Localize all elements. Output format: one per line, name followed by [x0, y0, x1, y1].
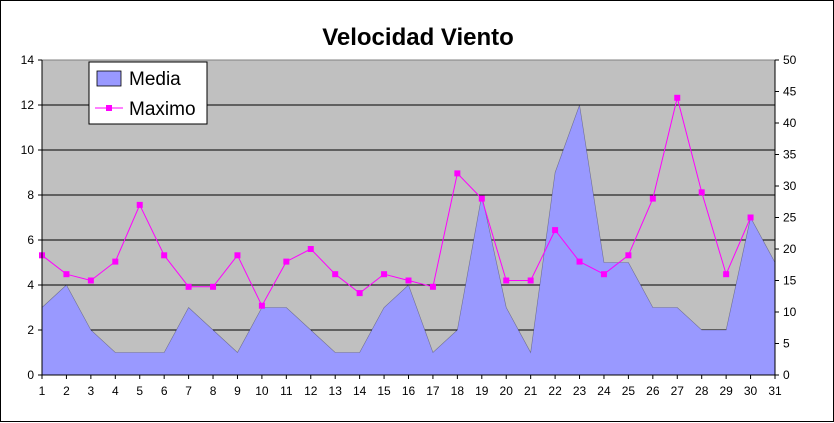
legend-label-media: Media: [129, 69, 181, 90]
data-point-maximo: [429, 283, 436, 290]
x-tick-label: 13: [329, 384, 343, 398]
x-tick-label: 27: [671, 384, 685, 398]
data-point-maximo: [112, 258, 119, 265]
x-tick-label: 8: [210, 384, 217, 398]
legend: Media Maximo: [88, 61, 208, 125]
y-right-tick-label: 45: [783, 85, 797, 99]
data-point-maximo: [161, 252, 168, 259]
y-right-tick-label: 15: [783, 274, 797, 288]
x-tick-label: 22: [548, 384, 562, 398]
data-point-maximo: [576, 258, 583, 265]
x-tick-label: 20: [500, 384, 514, 398]
x-tick-label: 3: [88, 384, 95, 398]
data-point-maximo: [503, 277, 510, 284]
y-left-tick-label: 8: [27, 188, 34, 202]
x-tick-label: 5: [136, 384, 143, 398]
data-point-maximo: [674, 94, 681, 101]
y-right-tick-label: 30: [783, 179, 797, 193]
x-tick-label: 2: [63, 384, 70, 398]
x-tick-label: 24: [597, 384, 611, 398]
x-tick-label: 15: [377, 384, 391, 398]
data-point-maximo: [478, 195, 485, 202]
data-point-maximo: [527, 277, 534, 284]
series-media-area: [42, 105, 775, 375]
x-tick-label: 26: [646, 384, 660, 398]
x-tick-label: 19: [475, 384, 489, 398]
data-point-maximo: [381, 271, 388, 278]
y-left-tick-label: 2: [27, 323, 34, 337]
series-maximo-line: [41, 97, 752, 307]
data-point-maximo: [258, 302, 265, 309]
y-right-tick-label: 35: [783, 148, 797, 162]
data-point-maximo: [405, 277, 412, 284]
data-point-maximo: [87, 277, 94, 284]
y-left-tick-label: 0: [27, 368, 34, 382]
data-point-maximo: [698, 189, 705, 196]
data-point-maximo: [723, 271, 730, 278]
data-point-maximo: [552, 227, 559, 234]
data-point-maximo: [63, 271, 70, 278]
x-tick-label: 29: [719, 384, 733, 398]
x-tick-label: 31: [768, 384, 782, 398]
y-left-tick-label: 12: [21, 98, 35, 112]
x-tick-label: 17: [426, 384, 440, 398]
x-tick-label: 11: [280, 384, 293, 398]
chart-title: Velocidad Viento: [322, 24, 514, 51]
series-media-edge: [41, 104, 776, 354]
y-left-tick-label: 6: [27, 233, 34, 247]
data-point-maximo: [234, 252, 241, 259]
y-right-tick-label: 5: [783, 337, 790, 351]
x-tick-label: 12: [304, 384, 318, 398]
x-tick-label: 30: [744, 384, 758, 398]
y-right-tick-label: 50: [783, 53, 797, 67]
x-tick-label: 14: [353, 384, 367, 398]
y-right-tick-label: 20: [783, 242, 797, 256]
data-point-maximo: [454, 170, 461, 177]
data-point-maximo: [185, 283, 192, 290]
data-point-maximo: [307, 246, 314, 252]
data-point-maximo: [649, 195, 656, 202]
x-tick-label: 7: [185, 384, 192, 398]
y-right-tick-label: 0: [783, 368, 790, 382]
data-point-maximo: [283, 258, 290, 265]
x-tick-label: 1: [39, 384, 46, 398]
data-point-maximo: [332, 271, 339, 278]
legend-swatch-media: [96, 70, 122, 87]
y-left-tick-label: 4: [27, 278, 34, 292]
x-tick-label: 6: [161, 384, 168, 398]
x-tick-label: 21: [524, 384, 538, 398]
y-right-tick-label: 25: [783, 211, 797, 225]
x-tick-label: 18: [451, 384, 465, 398]
y-left-tick-label: 14: [21, 53, 35, 67]
x-tick-label: 10: [255, 384, 269, 398]
data-point-maximo: [356, 290, 363, 297]
x-tick-label: 28: [695, 384, 709, 398]
x-tick-label: 4: [112, 384, 119, 398]
y-right-tick-label: 40: [783, 116, 797, 130]
legend-label-maximo: Maximo: [129, 99, 196, 120]
y-right-tick-label: 10: [783, 305, 797, 319]
x-tick-label: 25: [622, 384, 636, 398]
y-left-tick-label: 10: [21, 143, 35, 157]
data-point-maximo: [210, 283, 217, 290]
data-point-maximo: [625, 252, 632, 259]
x-tick-label: 16: [402, 384, 416, 398]
data-point-maximo: [136, 201, 143, 208]
legend-marker-maximo: [106, 105, 112, 111]
data-point-maximo: [600, 271, 607, 278]
data-point-maximo: [747, 214, 754, 221]
x-tick-label: 9: [234, 384, 241, 398]
x-tick-label: 23: [573, 384, 587, 398]
